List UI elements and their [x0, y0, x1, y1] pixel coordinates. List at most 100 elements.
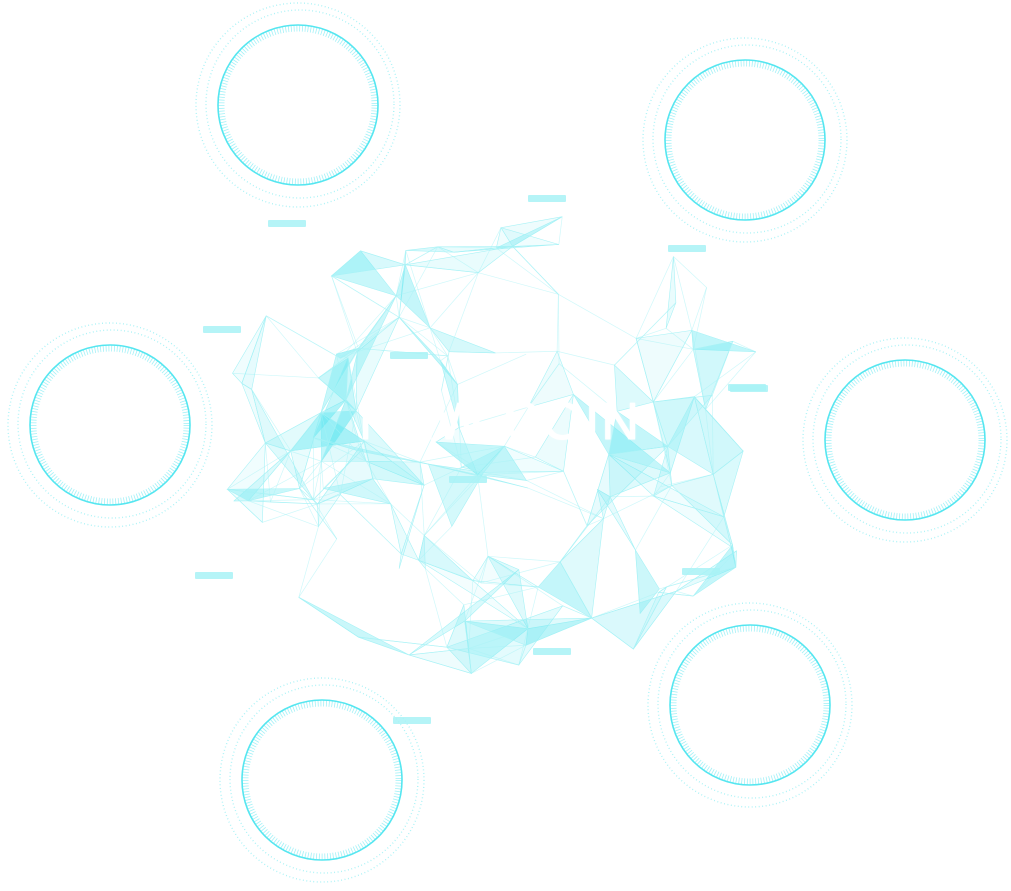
mesh-edge	[675, 516, 725, 592]
mesh-edge	[468, 580, 474, 649]
mesh-edge	[265, 442, 322, 462]
mesh-edge	[429, 272, 479, 329]
mesh-edge	[340, 316, 400, 359]
mesh-face	[408, 569, 520, 656]
ring-circle	[217, 24, 379, 186]
mesh-edge	[448, 272, 479, 352]
mesh-edge	[241, 383, 252, 390]
ring-mid-dots	[652, 44, 842, 234]
mesh-edge	[446, 604, 465, 648]
mesh-edge	[608, 454, 611, 497]
mesh-edge	[558, 216, 563, 245]
mesh-edge	[390, 503, 425, 536]
ring-outer-dots	[7, 322, 213, 528]
mesh-edge	[248, 499, 314, 502]
mesh-face	[596, 488, 611, 519]
mesh-edge	[558, 294, 560, 364]
mesh-edge	[735, 550, 737, 568]
mesh-edge	[358, 636, 447, 648]
mesh-edge	[270, 450, 292, 503]
mesh-edge	[358, 636, 410, 656]
mesh-face	[390, 503, 420, 561]
mesh-edge	[419, 461, 478, 476]
mesh-edge	[320, 412, 341, 495]
label-chip	[730, 385, 768, 392]
mesh-edge	[262, 503, 318, 523]
mesh-face	[534, 394, 574, 472]
mesh-face	[590, 590, 678, 650]
mesh-edge	[345, 399, 361, 452]
mesh-edge	[635, 256, 674, 339]
mesh-face	[500, 216, 563, 247]
mesh-edge	[636, 327, 667, 339]
mesh-edge	[526, 480, 604, 519]
mesh-edge	[527, 487, 604, 519]
mesh-edge	[557, 350, 615, 366]
mesh-edge	[447, 355, 460, 428]
mesh-edge	[480, 556, 489, 584]
mesh-edge	[691, 287, 707, 331]
mesh-edge	[298, 526, 319, 598]
mesh-edge	[418, 535, 425, 561]
mesh-edge	[496, 246, 513, 249]
mesh-edge	[478, 227, 502, 273]
mesh-edge	[496, 247, 559, 295]
mesh-edge	[559, 561, 592, 619]
ring-bottom-left	[219, 677, 425, 883]
mesh-edge	[395, 250, 407, 296]
mesh-edge	[635, 338, 654, 403]
ring-outer-dots	[195, 2, 401, 208]
mesh-edge	[264, 442, 271, 503]
mesh-edge	[705, 409, 714, 475]
mesh-edge	[435, 441, 484, 473]
mesh-edge	[419, 462, 425, 536]
mesh-edge	[477, 474, 489, 557]
mesh-edge	[464, 620, 528, 630]
polygon-mesh	[226, 216, 757, 675]
mesh-edge	[653, 349, 694, 403]
mesh-edge	[591, 592, 659, 619]
mesh-edge	[405, 264, 479, 274]
mesh-edge	[425, 568, 465, 606]
label-chip	[668, 245, 706, 252]
mesh-face	[395, 263, 431, 329]
ring-right	[802, 337, 1008, 543]
mesh-edge	[299, 440, 365, 489]
mesh-edge	[440, 355, 448, 362]
mesh-edge	[441, 390, 462, 468]
mesh-face	[608, 410, 669, 455]
mesh-face	[445, 605, 564, 666]
mesh-edge	[227, 488, 314, 501]
mesh-edge	[398, 316, 448, 357]
mesh-face	[495, 227, 559, 249]
mesh-edge	[227, 489, 263, 523]
mesh-face	[665, 256, 677, 329]
mesh-edge	[586, 518, 604, 526]
mesh-edge	[670, 396, 695, 473]
mesh-edge	[659, 586, 667, 590]
ring-band	[664, 59, 826, 221]
mesh-edge	[299, 488, 338, 540]
mesh-edge	[440, 360, 458, 385]
mesh-edge	[504, 445, 536, 458]
mesh-edge	[711, 395, 714, 475]
mesh-edge	[265, 315, 319, 379]
mesh-edge	[347, 357, 365, 442]
mesh-edge	[713, 450, 744, 475]
mesh-edge	[317, 440, 365, 505]
mesh-edge	[614, 302, 677, 366]
mesh-edge	[313, 499, 391, 505]
mesh-edge	[419, 384, 458, 463]
mesh-edge	[676, 590, 694, 597]
label-chip	[268, 220, 306, 227]
mesh-edge	[331, 250, 361, 277]
ring-circle	[29, 344, 191, 506]
mesh-edge	[487, 555, 561, 563]
mesh-edge	[457, 384, 462, 468]
mesh-edge	[478, 272, 559, 295]
mesh-edge	[666, 566, 736, 588]
ring-top-right	[642, 37, 848, 243]
mesh-edge	[299, 461, 322, 489]
